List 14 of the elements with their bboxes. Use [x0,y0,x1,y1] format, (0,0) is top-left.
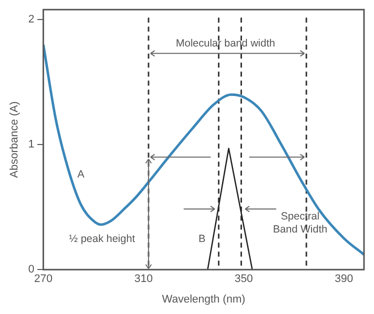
annotation: Spectral Band Width [273,210,328,236]
x-tick-label: 350 [234,273,253,286]
x-axis-title: Wavelength (nm) [162,293,246,306]
y-tick-label: 1 [28,138,34,151]
annotation: Molecular band width [176,37,276,50]
y-tick-label: 2 [28,14,34,26]
x-tick-label: 270 [34,273,52,286]
annotation: A [77,168,84,180]
y-axis-title: Absorbance (A) [8,101,21,178]
x-tick-label: 310 [134,273,153,286]
annotation: ½ peak height [69,232,136,245]
y-tick-label: 0 [28,264,34,276]
x-tick-label: 390 [334,273,354,286]
annotation: B [198,232,206,245]
